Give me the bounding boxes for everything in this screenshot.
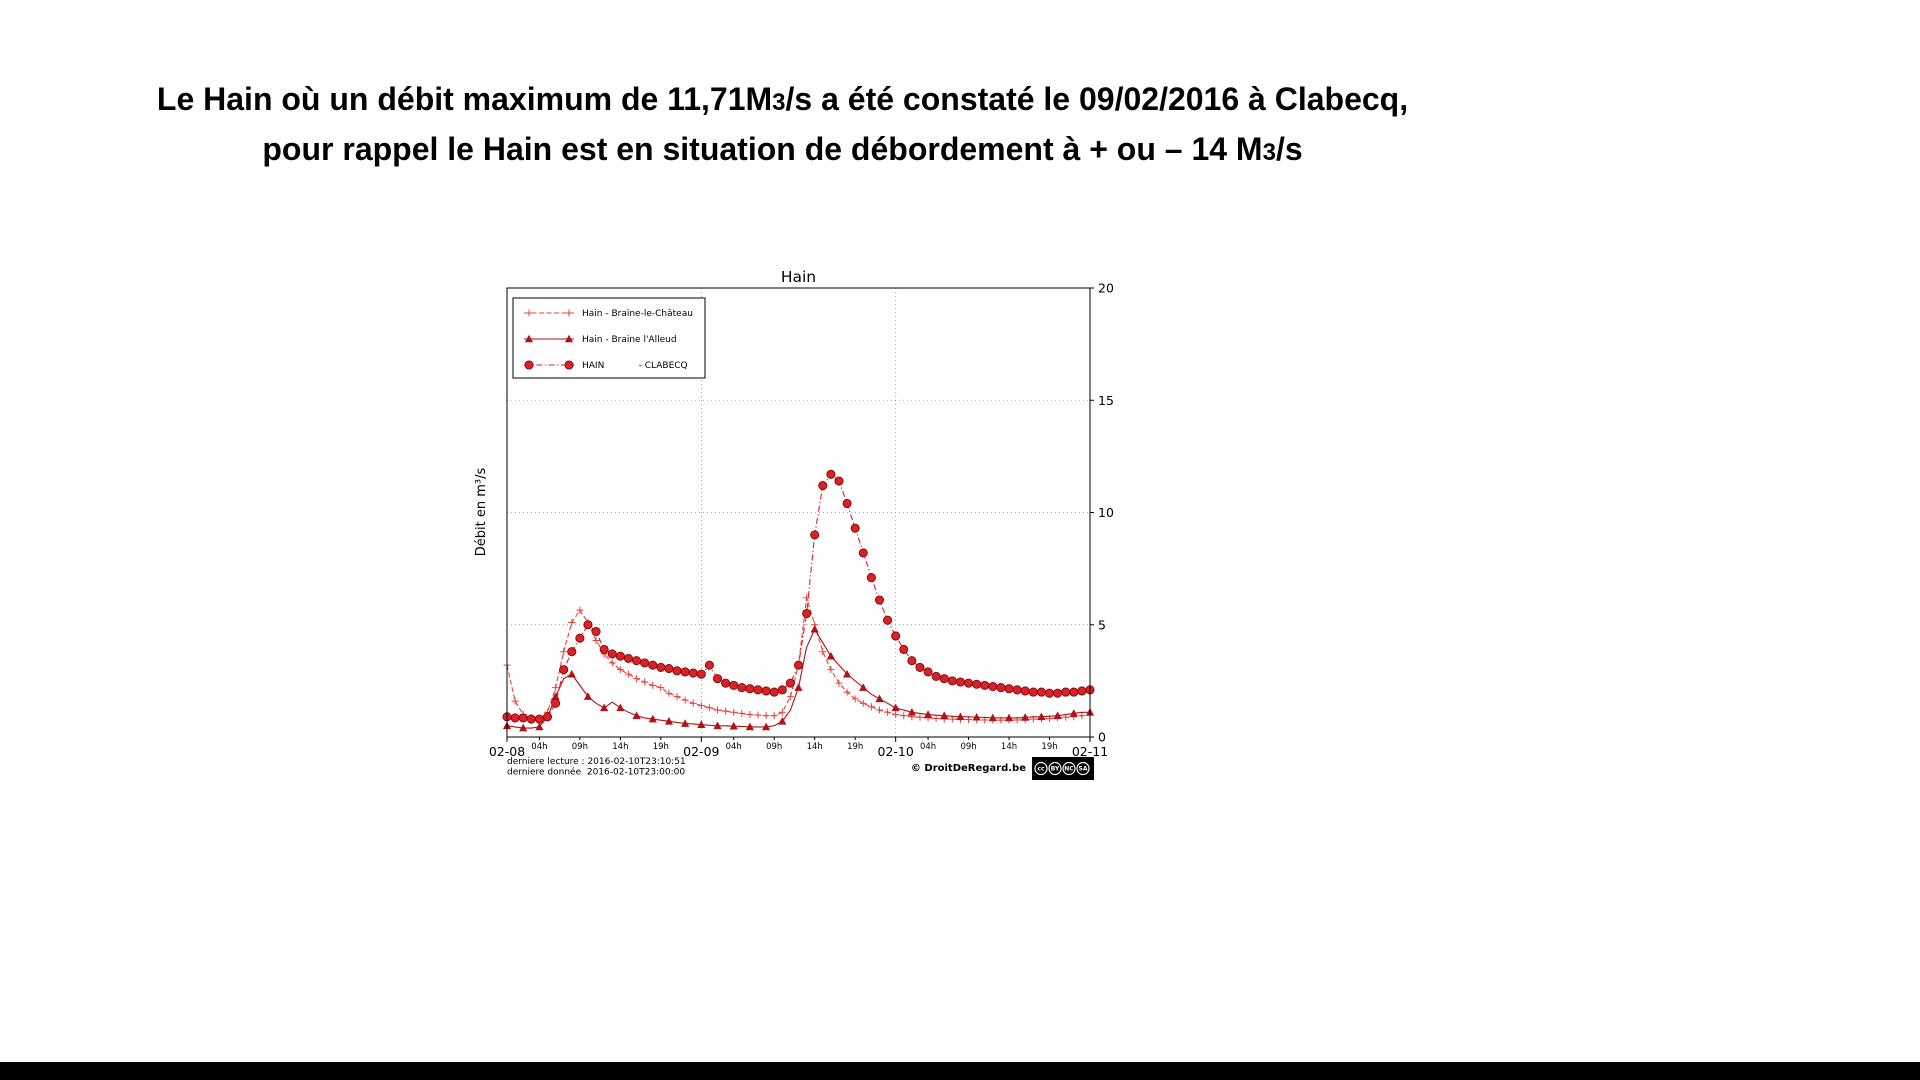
- cc-license-badge: cc BY NC SA: [1032, 757, 1094, 780]
- x-minor-tick-label: 09h: [572, 742, 588, 752]
- x-tick-label: 02-11: [1072, 744, 1108, 759]
- legend-entry-label: Hain - Braine l'Alleud: [582, 335, 677, 345]
- cc-badge-icon: SA: [1079, 766, 1088, 773]
- copyright: © DroitDeRegard.be: [911, 763, 1026, 774]
- x-axis: 02-08 02-09 02-10 02-11 04h 09h 14h 19h 04h 09h 14…: [489, 737, 1108, 759]
- y-tick-label: 5: [1098, 617, 1106, 632]
- headline-2-text: pour rappel le Hain est en situation de …: [262, 131, 1263, 167]
- legend-entry-label: Hain - Braine-le-Château: [582, 309, 693, 319]
- x-minor-tick-label: 19h: [1041, 742, 1057, 752]
- y-tick-label: 0: [1098, 730, 1106, 745]
- headline-2-exponent: 3: [1262, 139, 1276, 166]
- chart-canvas: 02-08 02-09 02-10 02-11 04h 09h 14h 19h 04h 09h 14…: [489, 281, 1114, 780]
- y-tick-label: 15: [1098, 393, 1114, 408]
- headline-1-exponent: 3: [772, 89, 786, 116]
- legend: Hain - Braine-le-Château Hain - Braine l'…: [512, 297, 706, 379]
- series-hain-braine-le-ch-teau: [503, 594, 1094, 724]
- footer-last-read: derniere lecture : 2016-02-10T23:10:51: [507, 757, 686, 767]
- x-minor-tick-label: 14h: [807, 742, 823, 752]
- plot-grid: [507, 288, 1090, 737]
- chart-title: Hain: [781, 268, 816, 286]
- hain-flow-chart: 02-08 02-09 02-10 02-11 04h 09h 14h 19h 04h 09h 14…: [474, 268, 1114, 780]
- x-minor-tick-label: 19h: [653, 742, 669, 752]
- x-minor-tick-label: 14h: [1001, 742, 1017, 752]
- series-hain-clabecq: [502, 469, 1095, 724]
- y-tick-label: 20: [1098, 281, 1114, 296]
- headline-line-2: pour rappel le Hain est en situation de …: [0, 126, 1565, 176]
- headline-line-1: Le Hain où un débit maximum de 11,71M3/s…: [0, 76, 1565, 126]
- headline-1-rest: /s a été constaté le 09/02/2016 à Clabec…: [785, 81, 1409, 117]
- footer-last-data: derniere donnée 2016-02-10T23:00:00: [507, 767, 685, 778]
- headline-2-rest: /s: [1275, 131, 1303, 167]
- headline: Le Hain où un débit maximum de 11,71M3/s…: [0, 76, 1565, 176]
- x-minor-tick-label: 04h: [531, 742, 547, 752]
- headline-1-text: Le Hain où un débit maximum de 11,71M: [156, 81, 773, 117]
- x-minor-tick-label: 14h: [612, 742, 628, 752]
- cc-badge-icon: cc: [1037, 766, 1045, 773]
- series-hain-braine-l-alleud: [502, 624, 1095, 732]
- x-tick-label: 02-09: [683, 744, 719, 759]
- y-axis-title: Débit en m³/s: [474, 468, 489, 557]
- x-minor-tick-label: 04h: [920, 742, 936, 752]
- cc-badge-icon: BY: [1051, 766, 1060, 773]
- x-minor-tick-label: 19h: [847, 742, 863, 752]
- y-tick-label: 10: [1098, 505, 1114, 520]
- x-minor-tick-label: 09h: [766, 742, 782, 752]
- legend-entry-label: HAIN - CLABECQ: [582, 361, 688, 371]
- x-tick-label: 02-10: [878, 744, 914, 759]
- bottom-bar: [0, 1062, 1920, 1080]
- x-minor-tick-label: 09h: [960, 742, 976, 752]
- y-axis: 0 5 10 15 20: [1090, 281, 1114, 745]
- x-tick-label: 02-08: [489, 744, 525, 759]
- x-minor-tick-label: 04h: [726, 742, 742, 752]
- cc-badge-icon: NC: [1064, 766, 1074, 773]
- plot-border: [506, 287, 1091, 738]
